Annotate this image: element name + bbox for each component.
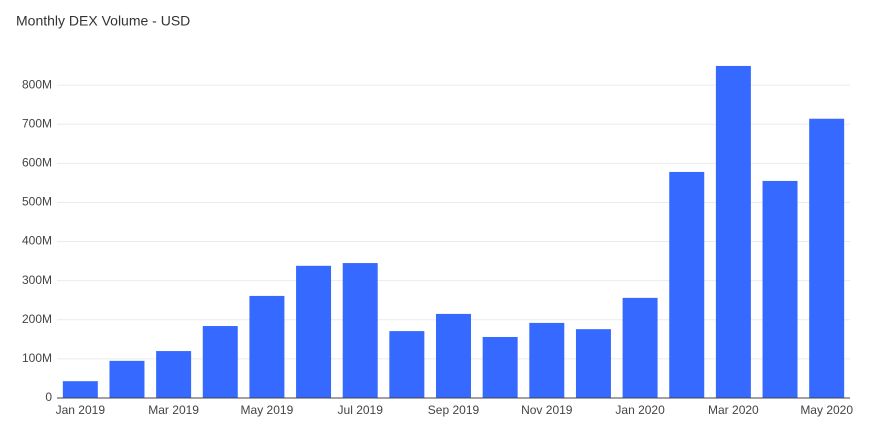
- x-tick-label: Jan 2020: [615, 403, 665, 417]
- x-tick-label: Jan 2019: [56, 403, 106, 417]
- y-tick-label: 500M: [22, 195, 52, 209]
- bar: [62, 381, 98, 398]
- bar: [482, 336, 518, 398]
- bar: [342, 263, 378, 398]
- bar: [669, 171, 705, 398]
- bar: [715, 65, 751, 399]
- y-tick-label: 600M: [22, 156, 52, 170]
- y-tick-label: 700M: [22, 116, 52, 130]
- y-tick-label: 300M: [22, 273, 52, 287]
- y-tick-label: 800M: [22, 77, 52, 91]
- bar: [389, 331, 425, 398]
- bar: [575, 329, 611, 398]
- x-tick-label: Jul 2019: [338, 403, 384, 417]
- bar: [249, 295, 285, 398]
- bar: [156, 351, 192, 398]
- x-tick-label: Mar 2020: [708, 403, 759, 417]
- x-tick-label: May 2020: [800, 403, 853, 417]
- y-tick-label: 0: [45, 390, 52, 404]
- x-tick-label: Nov 2019: [521, 403, 573, 417]
- x-tick-label: Sep 2019: [428, 403, 480, 417]
- bar: [109, 360, 145, 398]
- y-tick-label: 100M: [22, 351, 52, 365]
- y-tick-label: 400M: [22, 234, 52, 248]
- bar: [296, 265, 332, 398]
- bar: [809, 118, 845, 398]
- chart-title: Monthly DEX Volume - USD: [16, 13, 190, 29]
- y-tick-label: 200M: [22, 312, 52, 326]
- x-tick-label: Mar 2019: [148, 403, 199, 417]
- bar: [202, 326, 238, 398]
- bar: [762, 180, 798, 398]
- bar: [529, 322, 565, 398]
- bar: [436, 313, 471, 398]
- x-tick-label: May 2019: [241, 403, 294, 417]
- bar: [622, 297, 658, 398]
